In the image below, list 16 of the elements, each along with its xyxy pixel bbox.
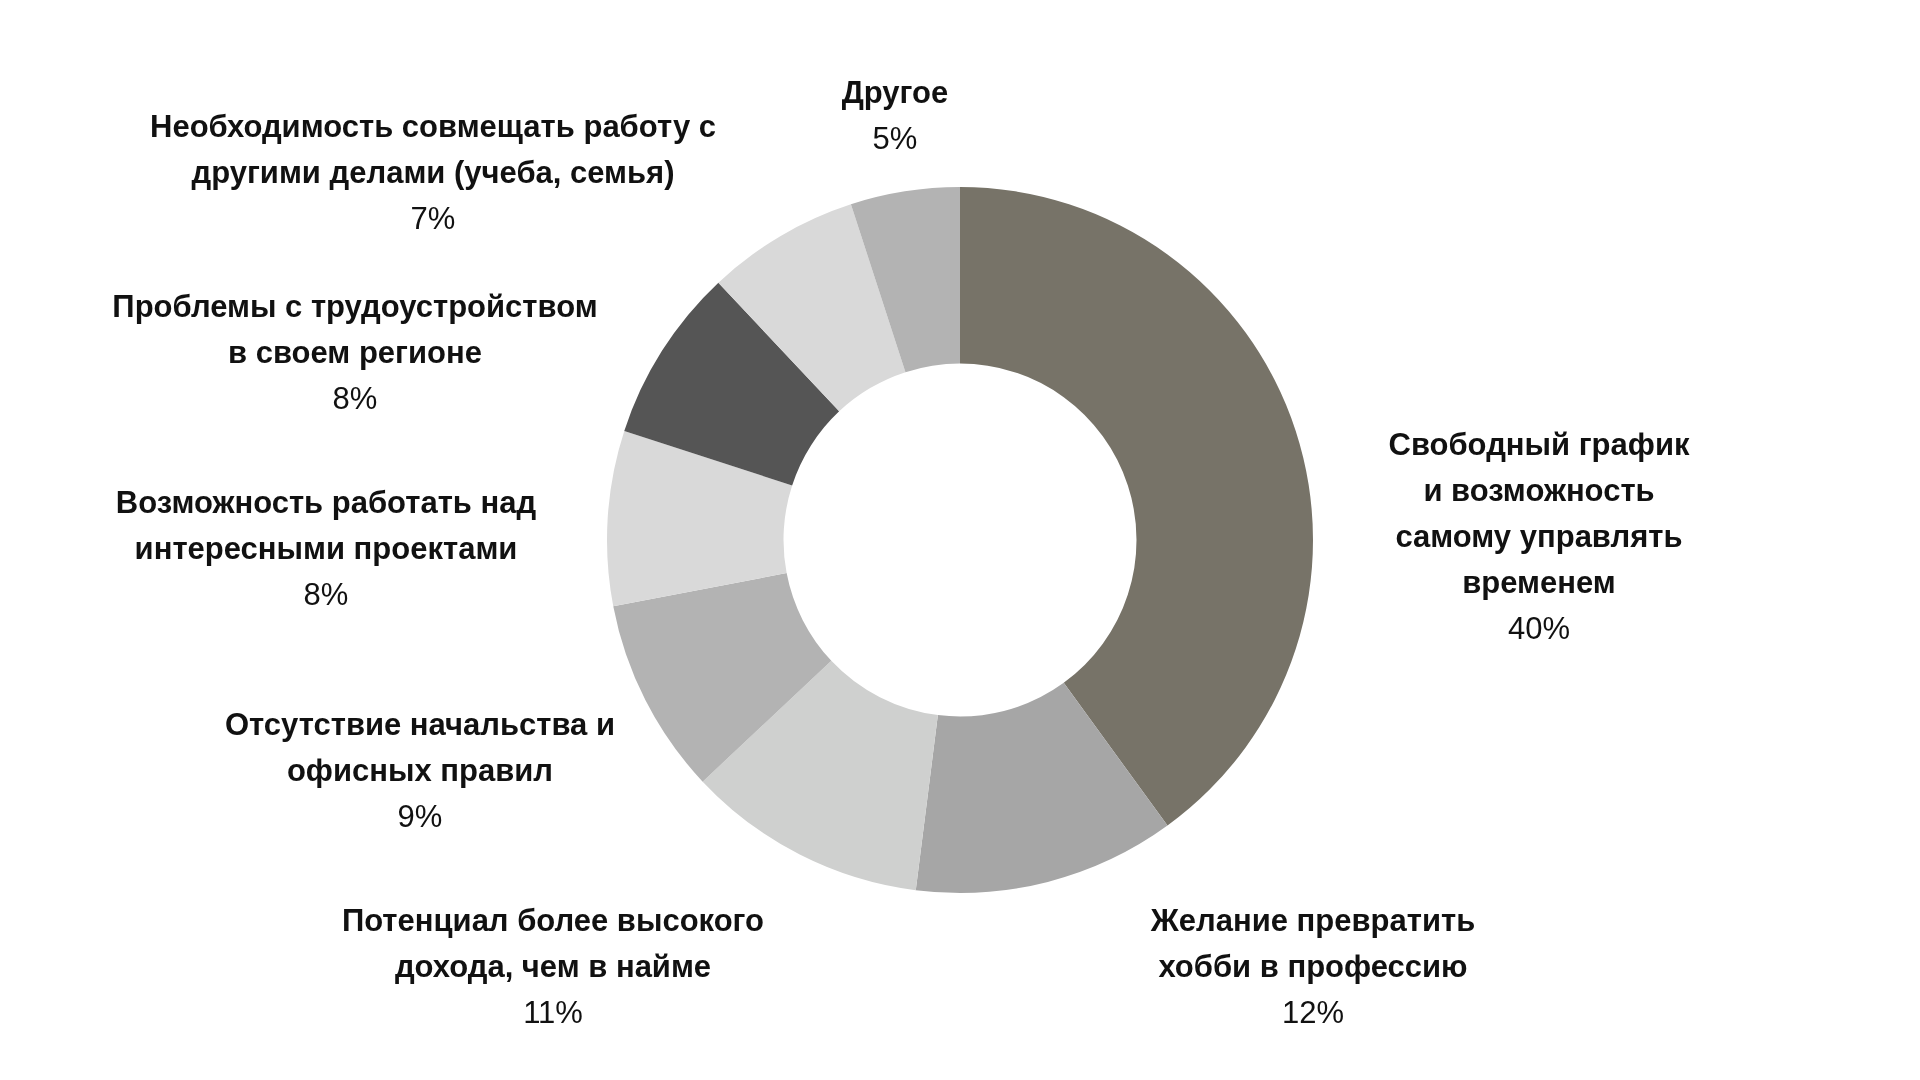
slice-label: Проблемы с трудоустройством в своем регионе	[111, 288, 599, 372]
slice-label: Другое	[840, 74, 950, 112]
slice-label: Отсутствие начальства и офисных правил	[223, 706, 617, 790]
data-label: 9%	[396, 798, 444, 836]
data-label: 8%	[302, 576, 350, 614]
data-label: 40%	[1506, 610, 1571, 648]
slice-label: Свободный график и возможность самому управлять временем	[1387, 426, 1691, 602]
slice-label: Возможность работать над интересными проектами	[114, 484, 538, 568]
slice-label: Желание превратить хобби в профессию	[1149, 902, 1477, 986]
data-label: 5%	[871, 120, 919, 158]
data-label: 7%	[409, 200, 457, 238]
data-label: 8%	[331, 380, 379, 418]
data-label: 11%	[522, 994, 584, 1032]
data-label: 12%	[1280, 994, 1345, 1032]
slice-label: Необходимость совмещать работу с другими делами (учеба, семья)	[149, 108, 717, 192]
slice-label: Потенциал более высокого дохода, чем в найме	[340, 902, 766, 986]
